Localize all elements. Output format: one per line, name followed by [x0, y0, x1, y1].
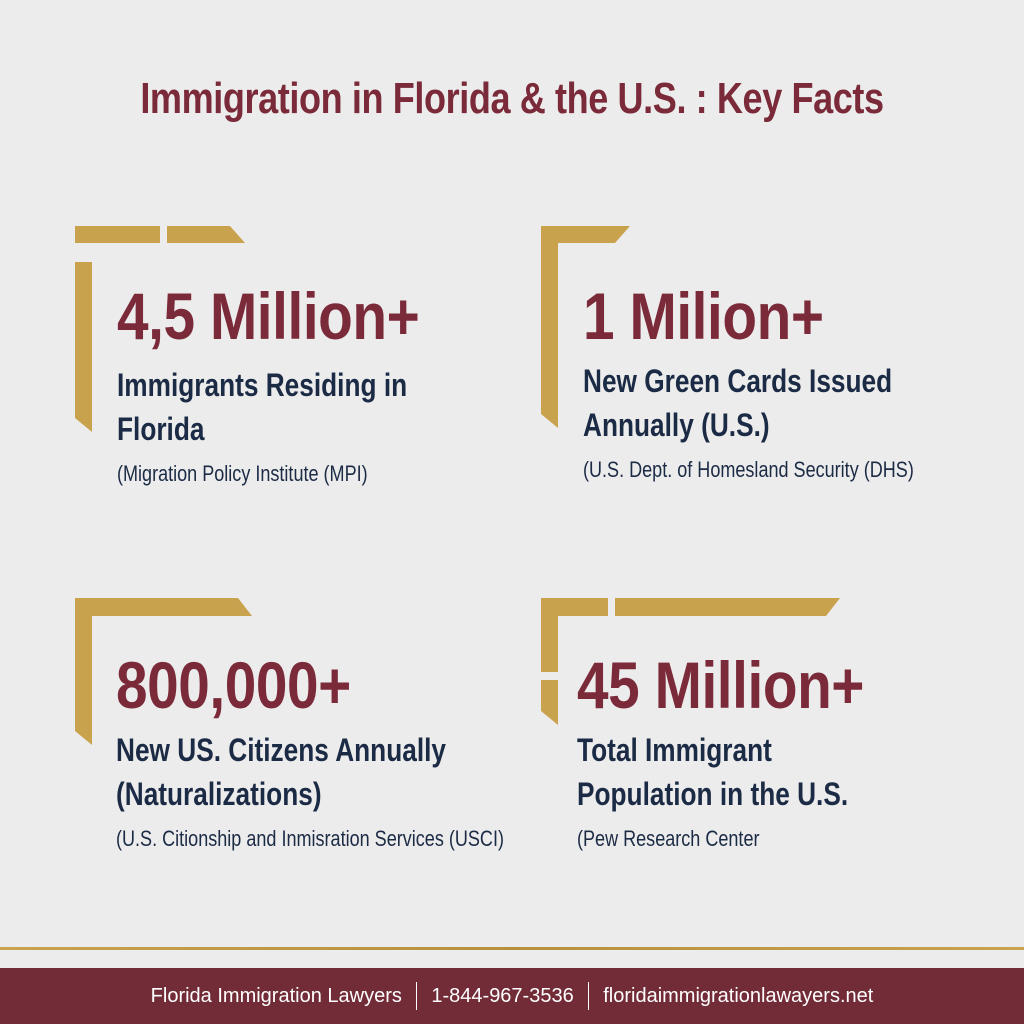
stat-label-line1: New US. Citizens Annually: [116, 732, 446, 768]
stat-value: 4,5 Million+: [117, 279, 420, 353]
stat-label-line1: New Green Cards Issued: [583, 363, 893, 399]
bracket-1-top-right-bar: [167, 226, 245, 243]
stat-source: (U.S. Dept. of Homesland Security (DHS): [583, 457, 914, 482]
stat-value: 1 Milion+: [583, 279, 824, 353]
stat-value: 800,000+: [116, 648, 351, 722]
page-title: Immigration in Florida & the U.S. : Key …: [140, 74, 884, 123]
bracket-4-top-left: [541, 598, 608, 672]
stat-source: (U.S. Citionship and Inmisration Service…: [116, 826, 504, 851]
stat-label-line2: Population in the U.S.: [577, 776, 849, 812]
stat-source: (Pew Research Center: [577, 826, 760, 851]
stat-value: 45 Million+: [577, 648, 865, 722]
bracket-1-vertical-bar: [75, 262, 92, 432]
stat-label-line1: Total Immigrant: [577, 732, 772, 768]
stat-label-line1: Immigrants Residing in: [117, 367, 408, 403]
stat-label-line2: Annually (U.S.): [583, 407, 770, 443]
bracket-1-top-left-bar: [75, 226, 160, 243]
footer-separator: [587, 982, 590, 1010]
footer-firm-name: Florida Immigration Lawyers: [150, 984, 402, 1007]
stat-source: (Migration Policy Institute (MPI): [117, 461, 368, 486]
footer-website-link[interactable]: floridaimmigrationlawayers.net: [603, 984, 874, 1007]
footer-phone[interactable]: 1-844-967-3536: [431, 984, 574, 1007]
bracket-2: [541, 226, 630, 428]
fact-card-total-immigrants: 45 Million+ Total Immigrant Population i…: [577, 652, 911, 850]
bracket-3: [75, 598, 252, 745]
footer-bar: Florida Immigration Lawyers 1-844-967-35…: [0, 968, 1024, 1024]
bracket-4-top-right-bar: [615, 598, 840, 616]
bracket-4-lower-bar: [541, 680, 558, 725]
stat-label-line2: Florida: [117, 411, 205, 447]
fact-card-green-cards: 1 Milion+ New Green Cards Issued Annuall…: [583, 283, 986, 481]
footer-separator: [415, 982, 418, 1010]
fact-card-naturalizations: 800,000+ New US. Citizens Annually (Natu…: [116, 652, 589, 850]
stat-label-line2: (Naturalizations): [116, 776, 322, 812]
gold-divider-line: [0, 947, 1024, 950]
fact-card-florida-immigrants: 4,5 Million+ Immigrants Residing in Flor…: [117, 283, 471, 485]
